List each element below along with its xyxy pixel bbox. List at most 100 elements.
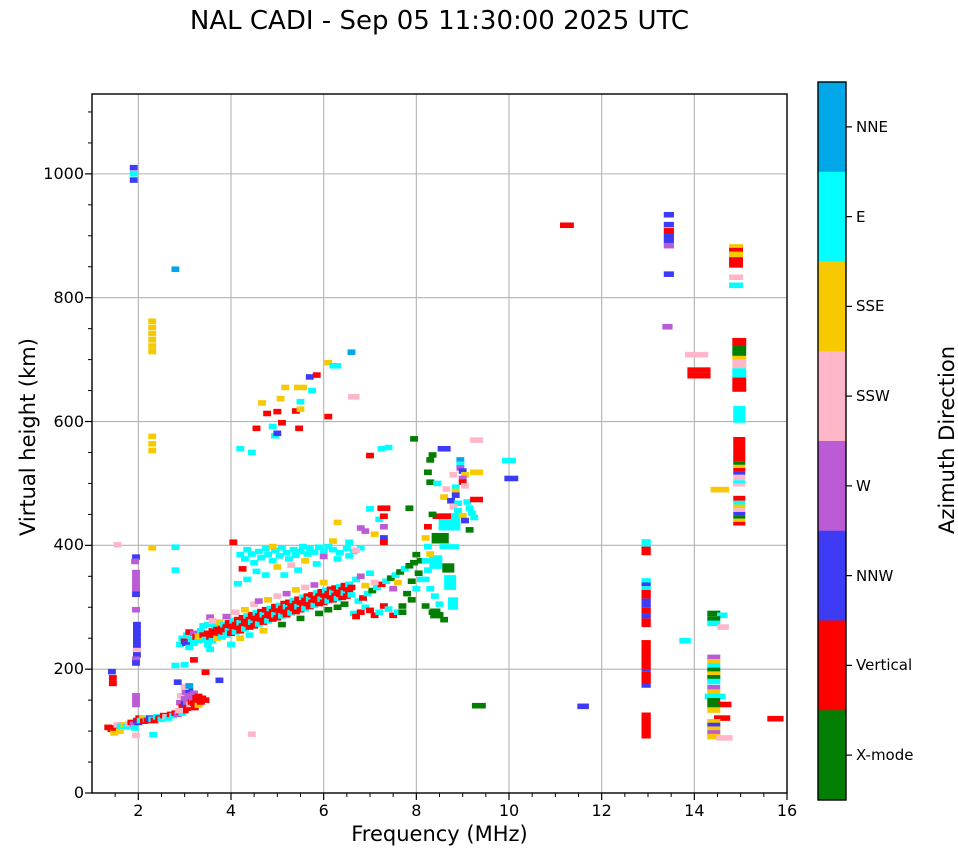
data-point: [315, 593, 323, 599]
data-point: [243, 613, 252, 619]
data-point: [203, 630, 212, 637]
data-point: [171, 567, 180, 573]
data-point: [176, 641, 184, 648]
data-point: [347, 393, 360, 400]
data-point: [280, 608, 289, 615]
data-point: [663, 228, 674, 234]
data-point: [729, 247, 743, 254]
data-point: [247, 731, 256, 737]
data-point: [194, 637, 203, 644]
data-point: [148, 343, 157, 349]
data-point: [201, 697, 210, 703]
data-block: [733, 511, 746, 516]
data-point: [176, 699, 184, 706]
data-point: [428, 452, 437, 458]
data-point: [148, 545, 157, 551]
data-point: [470, 469, 484, 476]
data-point: [454, 500, 462, 507]
data-point: [203, 641, 212, 648]
colorbar-entry-label: NNW: [856, 566, 894, 585]
data-point: [310, 582, 319, 588]
data-point: [324, 413, 333, 420]
data-point: [111, 725, 120, 731]
data-point: [729, 282, 743, 289]
data-point: [171, 662, 180, 669]
data-point: [319, 579, 328, 586]
data-point: [215, 619, 224, 625]
data-block: [641, 684, 651, 688]
data-point: [287, 602, 296, 609]
data-point: [185, 683, 194, 689]
data-point: [108, 675, 117, 681]
data-point: [254, 548, 263, 555]
data-point: [707, 654, 721, 661]
data-point: [377, 581, 386, 588]
colorbar-entry-label: E: [856, 207, 866, 226]
data-point: [271, 547, 279, 554]
colorbar-canvas: [817, 81, 852, 801]
data-point: [178, 704, 187, 710]
data-point: [426, 479, 435, 485]
data-point: [173, 679, 182, 685]
data-block: [733, 474, 746, 481]
data-point: [707, 707, 721, 713]
data-point: [301, 558, 310, 564]
data-point: [317, 588, 326, 595]
data-point: [133, 630, 141, 637]
data-point: [366, 570, 374, 576]
data-point: [458, 479, 467, 485]
data-point: [729, 274, 743, 281]
data-block: [641, 607, 651, 614]
data-point: [303, 600, 312, 607]
data-point: [389, 612, 398, 619]
data-point: [414, 570, 423, 576]
colorbar-segment: [818, 82, 846, 173]
data-point: [149, 732, 158, 738]
data-point: [107, 668, 116, 675]
data-point: [663, 237, 674, 244]
data-point: [310, 594, 319, 601]
data-point: [451, 492, 460, 498]
data-point: [342, 585, 351, 592]
data-point: [377, 445, 386, 452]
data-point: [132, 606, 140, 613]
data-point: [289, 597, 298, 604]
data-point: [435, 601, 444, 607]
colorbar-entry-label: NNE: [856, 117, 888, 136]
data-point: [132, 656, 140, 663]
colorbar: [817, 81, 852, 801]
data-point: [707, 733, 721, 740]
data-point: [729, 244, 743, 250]
data-point: [465, 505, 474, 511]
x-tick-label: 6: [318, 801, 329, 820]
colorbar-entry-label: SSE: [856, 297, 885, 316]
data-point: [324, 590, 333, 597]
data-point: [352, 613, 361, 620]
data-block: [733, 406, 746, 423]
data-point: [729, 262, 743, 268]
data-point: [115, 728, 124, 734]
data-point: [129, 164, 138, 171]
data-block: [641, 586, 651, 590]
data-point: [373, 584, 381, 591]
data-point: [359, 595, 367, 601]
data-point: [729, 251, 743, 258]
data-point: [280, 572, 289, 578]
data-point: [308, 599, 317, 606]
data-point: [456, 461, 465, 468]
data-point: [410, 559, 418, 566]
data-point: [113, 541, 122, 548]
data-point: [319, 592, 328, 598]
data-point: [461, 483, 469, 489]
data-point: [236, 635, 245, 642]
data-point: [261, 572, 270, 578]
data-point: [133, 643, 141, 650]
data-point: [329, 363, 342, 369]
data-point: [268, 616, 277, 622]
data-point: [393, 579, 402, 586]
data-point: [229, 539, 238, 546]
data-point: [398, 603, 407, 609]
data-point: [132, 591, 140, 598]
data-point: [243, 621, 252, 627]
data-point: [150, 717, 159, 724]
